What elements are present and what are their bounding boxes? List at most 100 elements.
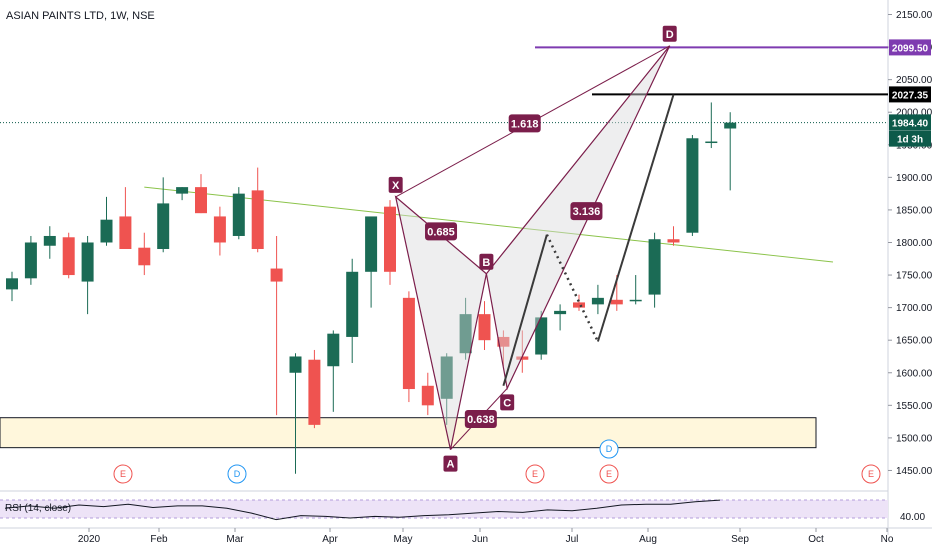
candle-body	[81, 242, 94, 282]
price-tag-bg	[889, 39, 931, 56]
y-tick-label: 1850.00	[896, 205, 932, 216]
candle-body	[43, 235, 56, 246]
y-tick-label: 1450.00	[896, 466, 932, 477]
y-tick-label: 1500.00	[896, 433, 932, 444]
ratio-label: 0.638	[467, 414, 495, 426]
candle-body	[119, 216, 132, 249]
candle-body	[6, 278, 18, 290]
x-tick-label: Feb	[150, 534, 168, 545]
point-label-a: A	[447, 459, 455, 471]
ratio-label-bg	[508, 114, 541, 133]
point-label-bg	[662, 25, 677, 42]
projection-leg-3	[596, 94, 675, 342]
point-label-bg	[500, 394, 515, 411]
candle-body	[591, 297, 604, 305]
support-zone-group	[0, 417, 817, 449]
price-axis-group: 2150.002100.002050.002000.001950.001900.…	[888, 10, 932, 477]
y-tick-label: 1700.00	[896, 303, 932, 314]
candle-body	[459, 314, 472, 354]
candle-body	[213, 216, 226, 243]
point-label-x: X	[392, 180, 400, 192]
candle-body	[421, 385, 434, 406]
event-marker[interactable]	[599, 439, 619, 459]
candle-body	[610, 299, 623, 305]
trendline	[144, 186, 834, 263]
price-tag: 2099.50	[892, 43, 929, 54]
harmonic-pattern-group: X A B C D 0.685 0.638 1.618 3.136	[388, 25, 677, 472]
x-tick-label: Apr	[322, 534, 338, 545]
candle-body	[554, 310, 567, 315]
candle-body	[667, 239, 680, 243]
events-group: E D E D E E	[113, 439, 881, 484]
point-label-b: B	[482, 257, 490, 269]
x-tick-label: Jul	[566, 534, 579, 545]
point-label-d: D	[666, 29, 674, 41]
grid-group	[0, 0, 932, 535]
point-label-bg	[388, 176, 403, 193]
y-tick-label: 1900.00	[896, 173, 932, 184]
y-tick-label: 1650.00	[896, 336, 932, 347]
candle-body	[402, 297, 415, 390]
candle-body	[195, 187, 207, 214]
candle-body	[724, 122, 737, 129]
event-marker-label: D	[606, 444, 613, 454]
time-axis-group: 2020 Feb Mar Apr May Jun Jul Aug Sep Oct No	[78, 528, 894, 545]
countdown-tag: 1d 3h	[897, 135, 923, 146]
projection-group	[502, 94, 675, 387]
countdown-tag-bg	[889, 130, 931, 147]
price-tag-bg	[889, 86, 931, 103]
candle-body	[478, 314, 491, 341]
candle-body	[62, 237, 75, 276]
y-tick-label: 1750.00	[896, 271, 932, 282]
rsi-line	[4, 499, 721, 521]
candle-body	[648, 239, 661, 295]
candle-body	[629, 299, 642, 302]
candle-body	[346, 271, 359, 337]
projection-leg-1	[502, 234, 548, 387]
candle-body	[686, 138, 699, 233]
event-marker[interactable]	[227, 464, 247, 484]
ratio-label-bg	[464, 410, 497, 429]
x-tick-label: No	[881, 534, 894, 545]
candle-body	[289, 356, 302, 373]
ratio-label-bg	[570, 202, 603, 221]
candle-body	[270, 268, 283, 282]
y-tick-label: 1600.00	[896, 368, 932, 379]
candle-body	[100, 219, 113, 243]
price-tag-bg	[889, 114, 931, 131]
event-marker-label: E	[868, 469, 874, 479]
point-label-bg	[443, 455, 458, 472]
candle-body	[497, 336, 510, 347]
event-marker[interactable]	[861, 464, 881, 484]
candle-body	[138, 247, 151, 266]
x-tick-label: Oct	[808, 534, 824, 545]
trendline-group	[144, 186, 834, 263]
projection-leg-2	[545, 234, 600, 343]
x-tick-label: May	[394, 534, 413, 545]
ratio-label: 1.618	[511, 118, 539, 130]
event-marker[interactable]	[599, 464, 619, 484]
chart-title: ASIAN PAINTS LTD, 1W, NSE	[6, 10, 155, 22]
x-tick-label: Sep	[731, 534, 749, 545]
event-marker[interactable]	[525, 464, 545, 484]
point-label-c: C	[503, 397, 511, 409]
candle-body	[308, 359, 321, 425]
y-tick-label: 1550.00	[896, 401, 932, 412]
candle-body	[176, 187, 189, 194]
candle-body	[516, 356, 529, 360]
x-tick-label: Jun	[472, 534, 488, 545]
candle-body	[232, 193, 245, 236]
ratio-label-bg	[425, 222, 458, 241]
candle-body	[535, 317, 548, 355]
candles-group	[6, 102, 737, 474]
event-marker-label: E	[120, 469, 126, 479]
support-zone	[0, 417, 817, 449]
candle-body	[24, 242, 37, 279]
rsi-label: RSI (14, close)	[5, 503, 71, 514]
candle-body	[251, 190, 264, 249]
y-tick-label: 1800.00	[896, 238, 932, 249]
event-marker[interactable]	[113, 464, 133, 484]
rsi-tick-label: 40.00	[900, 512, 925, 523]
